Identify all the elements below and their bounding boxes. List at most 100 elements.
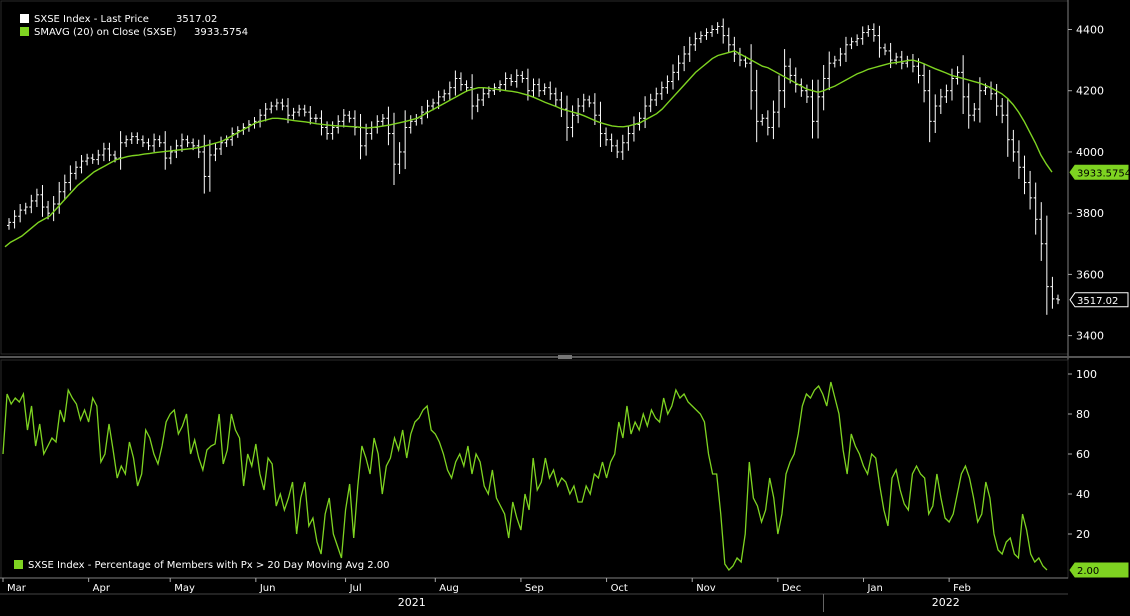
price-bar — [883, 43, 888, 56]
price-bar — [408, 115, 413, 134]
price-bar — [375, 115, 380, 134]
price-bar — [665, 75, 670, 94]
legend-price-value: 3517.02 — [176, 14, 217, 25]
price-bar — [576, 98, 581, 124]
price-bar — [715, 22, 720, 34]
price-bar — [481, 87, 486, 107]
price-bar — [955, 66, 960, 85]
price-bar — [520, 71, 525, 83]
price-bar — [174, 139, 179, 159]
price-bar — [85, 153, 90, 166]
price-bar — [291, 107, 296, 120]
price-bar — [553, 87, 558, 107]
price-bar — [1022, 155, 1027, 195]
price-bar — [425, 99, 430, 119]
price-bar — [224, 135, 229, 148]
year-label-2021: 2021 — [398, 596, 426, 609]
price-bar — [1044, 215, 1049, 315]
price-bar — [760, 113, 765, 126]
price-bar — [927, 69, 932, 143]
x-tick-label: Oct — [611, 583, 628, 594]
price-bar — [1039, 202, 1044, 261]
price-bar — [977, 77, 982, 123]
price-bar — [754, 69, 759, 143]
upper-ytick-label: 3800 — [1076, 207, 1104, 220]
price-bar — [358, 113, 363, 160]
legend-pct-swatch — [14, 560, 23, 569]
price-bar — [274, 98, 279, 111]
price-bar — [877, 25, 882, 58]
legend-sma: SMAVG (20) on Close (SXSE) 3933.5754 — [20, 27, 248, 38]
price-bar — [386, 106, 391, 146]
price-bar — [96, 149, 101, 165]
x-tick-label: Sep — [525, 583, 544, 594]
upper-panel: 3400 3600 3800 4000 4200 4400 3933.5754 3517.02 — [0, 0, 1130, 578]
price-bar — [749, 44, 754, 110]
price-bar — [280, 98, 285, 111]
price-bar — [827, 51, 832, 91]
price-bar — [631, 116, 636, 142]
price-bar — [453, 70, 458, 96]
price-bar — [207, 139, 212, 192]
price-bar — [765, 110, 770, 136]
price-bar — [782, 49, 787, 108]
price-bar — [23, 202, 28, 215]
price-bar — [994, 83, 999, 116]
price-bar — [470, 74, 475, 120]
price-bar — [302, 104, 307, 117]
price-bar — [989, 81, 994, 100]
price-bar — [157, 135, 162, 148]
price-bar — [397, 142, 402, 174]
price-bar — [219, 136, 224, 156]
x-tick-label: Jul — [349, 583, 362, 594]
pct-last-tag-box — [1069, 562, 1129, 578]
pct-line — [2, 381, 1048, 572]
price-bar — [966, 83, 971, 129]
price-bar — [68, 165, 73, 191]
price-bar — [793, 67, 798, 93]
upper-ytick-label: 3600 — [1076, 268, 1104, 281]
price-bar — [938, 88, 943, 114]
x-tick-label: Dec — [782, 583, 801, 594]
price-bar — [90, 153, 95, 164]
price-bar — [135, 132, 140, 144]
price-bar — [101, 142, 106, 162]
price-bar — [637, 112, 642, 131]
price-bar — [732, 36, 737, 62]
x-tick-label: Nov — [696, 583, 716, 594]
legend-pct-name: SXSE Index - Percentage of Members with … — [28, 560, 390, 571]
price-bar — [866, 25, 871, 37]
price-bar — [598, 101, 603, 148]
price-bar — [587, 95, 592, 108]
price-bar — [380, 113, 385, 126]
price-bar — [168, 145, 173, 165]
price-bar — [821, 65, 826, 111]
price-bar — [537, 78, 542, 97]
x-tick-label: Aug — [439, 583, 459, 594]
price-bar — [258, 109, 263, 128]
sma-last-tag-box — [1069, 164, 1129, 180]
price-bar — [910, 53, 915, 73]
price-bar — [503, 72, 508, 91]
price-bar — [352, 110, 357, 136]
price-bar — [129, 132, 134, 144]
price-bar — [364, 123, 369, 156]
price-bar — [336, 115, 341, 134]
price-bar — [592, 93, 597, 126]
price-bar — [414, 113, 419, 126]
price-bar — [263, 102, 268, 122]
sma-line — [4, 50, 1053, 248]
lower-ytick-label: 60 — [1076, 448, 1090, 461]
price-bar — [18, 203, 23, 223]
price-bar — [559, 91, 564, 118]
price-bar — [961, 55, 966, 114]
price-bar — [29, 194, 34, 214]
price-bar — [570, 105, 575, 138]
price-bar — [659, 81, 664, 100]
price-bar — [682, 46, 687, 72]
price-bar — [1005, 98, 1010, 157]
x-axis-bg — [0, 578, 1068, 612]
price-bar — [615, 139, 620, 159]
